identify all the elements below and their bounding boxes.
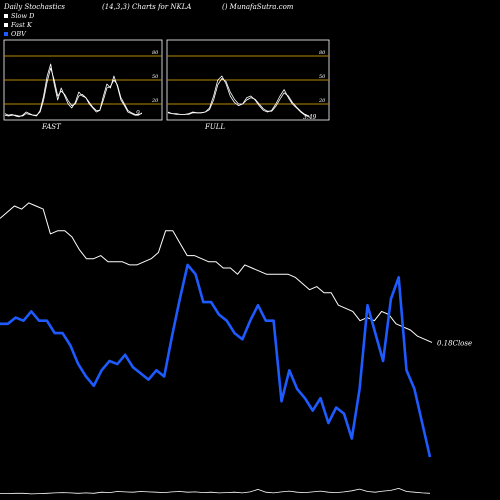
chart-provider-title: Daily Stochastics	[4, 3, 66, 11]
legend-label-slow-d: Slow D	[11, 12, 35, 20]
main-close-line	[0, 202, 433, 343]
legend-label-obv: OBV	[11, 30, 26, 38]
legend-label-fast-k: Fast K	[11, 21, 32, 29]
legend-obv: OBV	[4, 30, 26, 38]
main-obv-line	[0, 263, 432, 458]
chart-symbol-title: (14,3,3) Charts for NKLA	[102, 3, 192, 11]
fast-level-label-20: 20	[151, 98, 159, 104]
fast-series-line-1	[4, 67, 143, 117]
full-level-label-20: 20	[318, 98, 326, 104]
full-panel-title: FULL	[204, 123, 225, 131]
fast-last-value-label: 9	[136, 110, 140, 117]
full-level-label-50: 50	[319, 74, 326, 80]
fast-level-label-80: 80	[152, 50, 159, 56]
full-series-line-0	[167, 75, 310, 118]
legend-slow-d: Slow D	[4, 12, 34, 20]
site-credit: () MunafaSutra.com	[222, 3, 294, 11]
legend-fast-k: Fast K	[4, 21, 32, 29]
main-stochastic-line	[0, 487, 431, 495]
fast-level-label-50: 50	[152, 74, 159, 80]
legend-swatch-slow-d	[4, 14, 8, 18]
full-series-line-1	[167, 78, 310, 117]
legend-swatch-fast-k	[4, 23, 8, 27]
close-last-label: 0.18Close	[437, 339, 472, 347]
legend-swatch-obv	[4, 32, 8, 36]
full-last-value-label: 3.49	[303, 114, 317, 121]
fast-panel-title: FAST	[41, 123, 62, 131]
full-level-label-80: 80	[319, 50, 326, 56]
